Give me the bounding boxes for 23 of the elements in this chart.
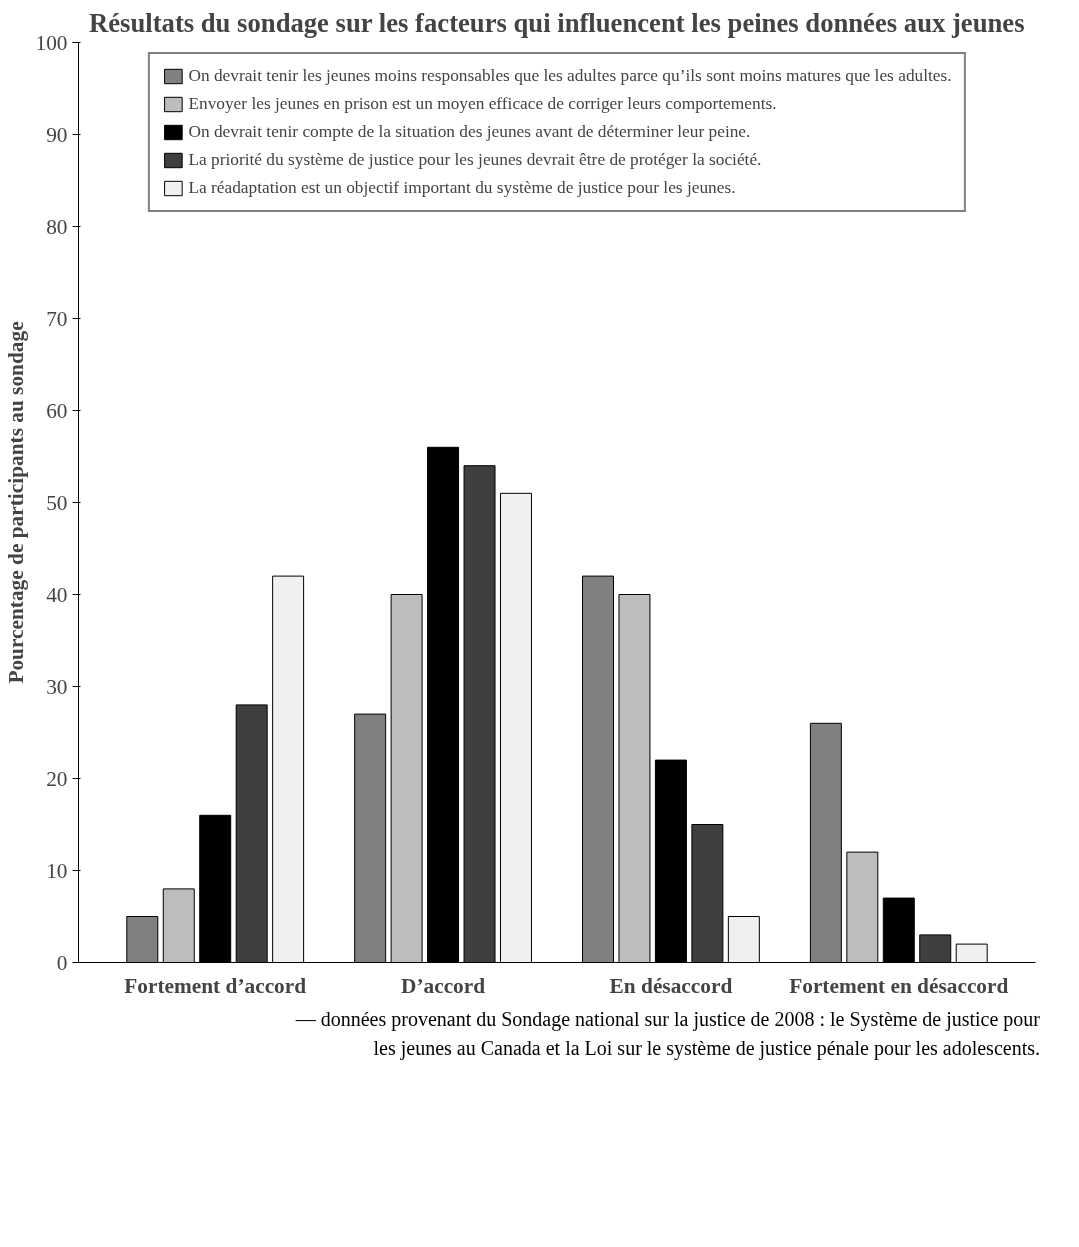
y-tick-label: 90 <box>46 122 68 147</box>
y-tick-label: 0 <box>56 950 68 975</box>
y-tick-label: 60 <box>46 398 68 423</box>
legend-label: La réadaptation est un objectif important du système de justice pour les jeunes. <box>188 178 736 198</box>
y-tick-label: 30 <box>46 674 68 699</box>
y-tick-label: 100 <box>35 30 68 55</box>
x-tick-label: Fortement en désaccord <box>789 973 1009 998</box>
chart-title: Résultats du sondage sur les facteurs qui influencent les peines données aux jeunes <box>88 7 1025 38</box>
text: — données provenant du Sondage national sur la justice de 2008 : le Système de justice pour les jeunes au Canada et la Loi sur le système de justice pénale pour les adolescents. <box>294 1007 1040 1062</box>
x-tick-label: En désaccord <box>609 973 733 998</box>
y-tick-label: 10 <box>46 858 68 883</box>
legend-label: On devrait tenir compte de la situation des jeunes avant de déterminer leur peine. <box>188 122 751 142</box>
legend-label: Envoyer les jeunes en prison est un moyen efficace de corriger leurs comportements. <box>188 94 777 114</box>
legend-label: On devrait tenir les jeunes moins responsables que les adultes parce qu’ils sont moins matures que les adultes. <box>188 66 952 86</box>
y-tick-label: 80 <box>46 214 68 239</box>
x-tick-label: D’accord <box>401 973 486 998</box>
x-tick-label: Fortement d’accord <box>124 973 307 998</box>
y-tick-label: 50 <box>46 490 68 515</box>
y-tick-label: 40 <box>46 582 68 607</box>
legend-label: La priorité du système de justice pour les jeunes devrait être de protéger la société. <box>188 150 762 170</box>
y-axis-title: Pourcentage de participants au sondage <box>3 321 28 684</box>
y-tick-label: 70 <box>46 306 68 331</box>
y-tick-label: 20 <box>46 766 68 791</box>
